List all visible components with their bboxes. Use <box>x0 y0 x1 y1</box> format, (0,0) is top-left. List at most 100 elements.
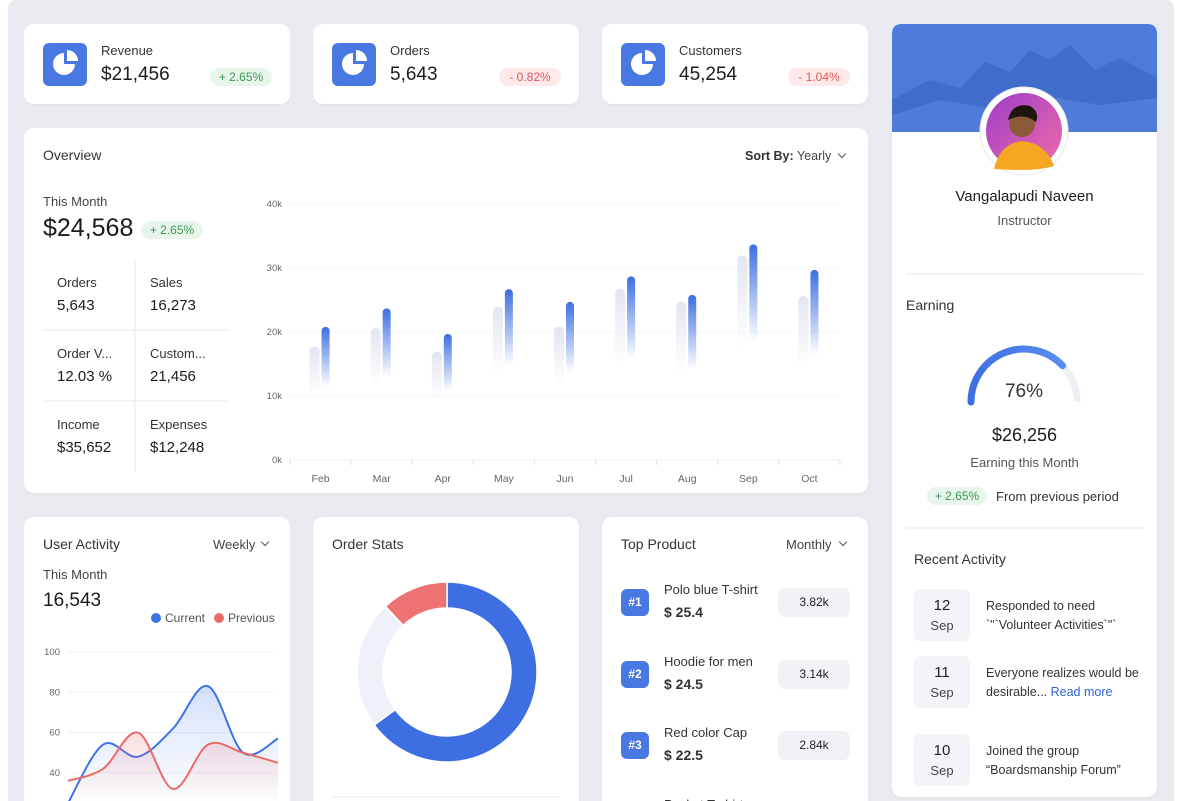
metric-value: $35,652 <box>57 439 112 456</box>
pie-icon <box>356 50 367 61</box>
section-title: User Activity <box>43 536 121 552</box>
rank-badge: #2 <box>621 660 649 688</box>
section-title: Top Product <box>621 536 696 552</box>
area <box>68 732 278 801</box>
y-tick-label: 80 <box>49 687 60 698</box>
x-tick-label: Oct <box>801 473 817 485</box>
stat-label: Customers <box>679 43 742 58</box>
bar <box>321 326 330 460</box>
legend-dot <box>214 613 224 623</box>
date-day: 10 <box>933 742 951 759</box>
stat-change: + 2.65% <box>210 68 272 86</box>
section-title: Order Stats <box>332 536 404 552</box>
activity-text: Responded to need `"`Volunteer Activitie… <box>986 599 1117 632</box>
donut-segment <box>373 581 538 763</box>
y-tick-label: 0k <box>272 455 282 466</box>
x-tick-label: Jun <box>557 473 574 485</box>
y-tick-label: 30k <box>267 263 283 274</box>
metric-value: 12.03 % <box>57 368 113 385</box>
profile-name: Vangalapudi Naveen <box>955 188 1094 205</box>
x-tick-label: Feb <box>312 473 330 485</box>
metric-label: Order V... <box>57 346 113 361</box>
x-tick-label: May <box>494 473 515 485</box>
bar <box>810 269 819 460</box>
pie-icon <box>53 53 75 75</box>
x-tick-label: Mar <box>373 473 392 485</box>
activity-text: Joined the group “Boardsmanship Forum” <box>986 744 1121 777</box>
metric-label: Sales <box>150 275 183 290</box>
sales-pill: 3.82k <box>778 588 850 617</box>
stat-change: - 1.04% <box>788 68 850 86</box>
x-tick-label: Aug <box>678 473 697 485</box>
product-name: Pocket T-shirt <box>664 797 743 801</box>
bar <box>431 351 442 460</box>
donut-segment <box>356 605 405 726</box>
metric-value: $12,248 <box>150 439 205 456</box>
activity-text: Everyone realizes would be desirable... … <box>986 664 1141 702</box>
metric-value: 16,273 <box>150 297 196 314</box>
x-tick-label: Jul <box>619 473 632 485</box>
date-box <box>914 734 970 786</box>
metric-label: Income <box>57 417 100 432</box>
line <box>67 731 279 790</box>
avatar-shirt <box>994 141 1054 170</box>
sales-pill: 2.84k <box>778 731 850 760</box>
pie-icon <box>67 50 78 61</box>
donut-segment <box>384 581 448 627</box>
section-title: Recent Activity <box>914 551 1006 567</box>
x-tick-label: Apr <box>435 473 452 485</box>
bar <box>443 333 452 460</box>
date-month: Sep <box>930 763 954 778</box>
y-tick-label: 10k <box>267 391 283 402</box>
y-tick-label: 40k <box>267 199 283 210</box>
x-tick-label: Sep <box>739 473 758 485</box>
month-label: This Month <box>43 567 108 582</box>
legend-dot <box>151 613 161 623</box>
bar <box>688 294 697 460</box>
metric-value: 21,456 <box>150 368 196 385</box>
metric-label: Custom... <box>150 346 206 361</box>
bar <box>627 276 636 460</box>
read-more-link[interactable]: Read more <box>1050 685 1113 699</box>
sales-pill: 3.14k <box>778 659 850 689</box>
product-name: Hoodie for men <box>664 653 753 669</box>
product-price: $ 25.4 <box>664 604 703 620</box>
earning-amount: $26,256 <box>991 425 1058 445</box>
activity-text: Responded to need `"`Volunteer Activitie… <box>986 597 1141 635</box>
metric-value: 5,643 <box>57 297 95 314</box>
product-name: Red color Cap <box>664 725 748 740</box>
bar <box>492 307 503 460</box>
bar <box>566 301 574 460</box>
period[interactable]: Monthly <box>786 537 832 552</box>
bar <box>749 244 758 460</box>
stat-label: Revenue <box>101 43 154 58</box>
bar <box>798 296 809 460</box>
sort-value[interactable]: Yearly <box>797 149 832 163</box>
date-box <box>914 656 970 708</box>
date-day: 11 <box>934 664 950 681</box>
bar <box>382 308 391 460</box>
avatar-hair <box>1008 105 1038 122</box>
bar <box>309 346 320 460</box>
rank-badge: #1 <box>621 589 649 616</box>
product-name: Polo blue T-shirt <box>664 582 758 597</box>
date-month: Sep <box>930 618 954 633</box>
activity-text: Joined the group “Boardsmanship Forum” <box>986 742 1141 780</box>
month-change: + 2.65% <box>141 221 203 239</box>
profile-role: Instructor <box>997 213 1052 228</box>
stat-value: $21,456 <box>101 64 170 85</box>
legend-label: Previous <box>228 611 275 625</box>
month-label: This Month <box>43 194 108 209</box>
stat-change: - 0.82% <box>499 68 561 86</box>
earning-label: Earning this Month <box>970 455 1079 470</box>
stat-value: 5,643 <box>390 64 438 85</box>
y-tick-label: 20k <box>267 327 283 338</box>
bar <box>504 289 513 460</box>
stat-label: Orders <box>390 43 430 58</box>
bar <box>737 255 748 460</box>
period[interactable]: Weekly <box>213 537 256 552</box>
earning-change: + 2.65% <box>927 487 987 505</box>
gauge-label: 76% <box>1004 381 1044 402</box>
pie-icon <box>645 50 656 61</box>
